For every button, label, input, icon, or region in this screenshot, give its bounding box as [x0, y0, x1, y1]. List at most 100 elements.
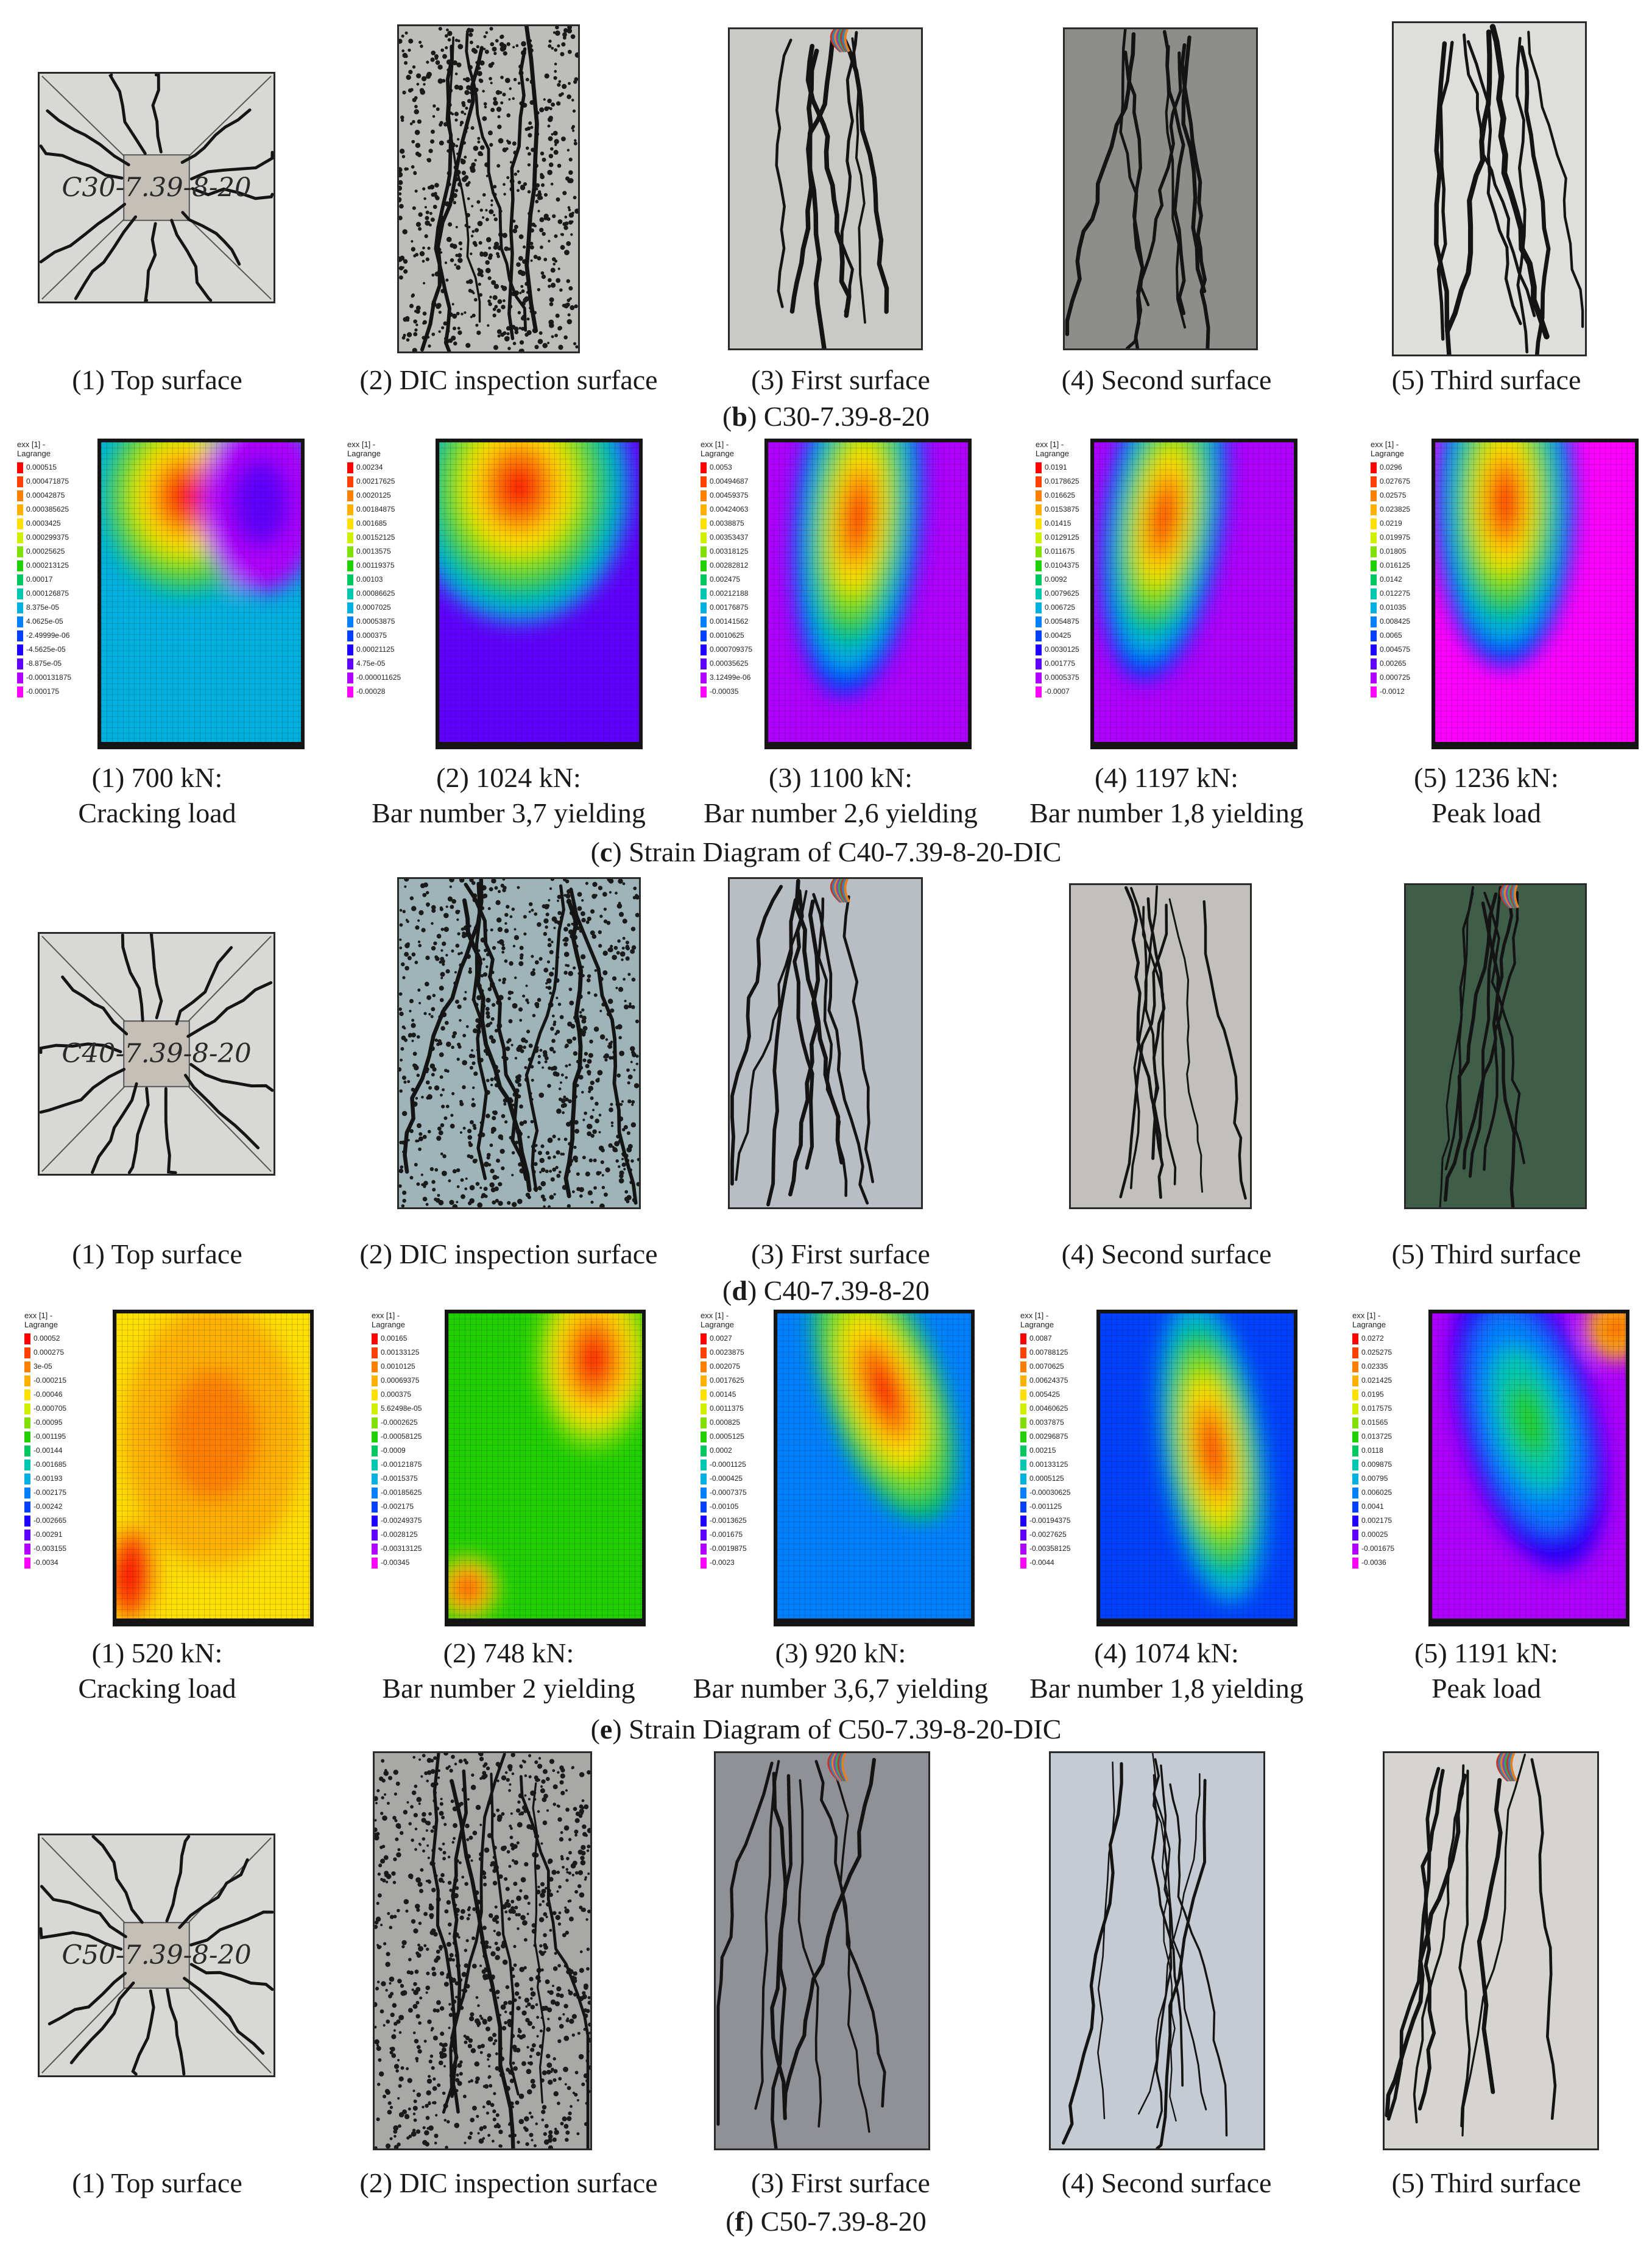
legend-subtitle: Lagrange: [372, 1320, 405, 1329]
legend-entry: -0.000705: [24, 1402, 128, 1416]
legend-title: exx [1] -: [701, 1311, 729, 1320]
legend-entry: 0.00795: [1352, 1472, 1456, 1486]
row_b-top-surface-photo: C30-7.39-8-20: [38, 72, 275, 303]
legend-swatch: [1371, 644, 1377, 655]
legend-value: -0.0034: [34, 1558, 58, 1567]
legend-value: 0.0129125: [1045, 533, 1079, 542]
legend-entry: 0.013725: [1352, 1430, 1456, 1444]
legend-swatch: [701, 1333, 707, 1344]
legend-entry: 3e-05: [24, 1360, 128, 1374]
caption-letter: e: [599, 1714, 613, 1745]
legend-entry: -0.00035: [701, 685, 804, 699]
legend-entry: -0.0034: [24, 1556, 128, 1570]
legend-value: 0.017575: [1361, 1404, 1393, 1413]
legend-value: -0.000425: [710, 1474, 743, 1483]
legend-entry: -0.0013625: [701, 1514, 804, 1528]
legend-entry: -0.00313125: [372, 1542, 475, 1556]
legend-entry: -0.001125: [1020, 1500, 1124, 1514]
legend-swatch: [347, 546, 353, 557]
legend-swatch: [372, 1474, 378, 1484]
legend-swatch: [347, 462, 353, 473]
load-value: (2) 748 kN:: [443, 1637, 574, 1668]
legend-value: 0.012275: [1380, 589, 1411, 598]
legend-swatch: [1352, 1375, 1358, 1386]
legend-value: 0.023825: [1380, 505, 1411, 514]
legend-swatch: [1371, 560, 1377, 571]
legend-swatch: [1020, 1375, 1026, 1386]
legend-entry: 0.027675: [1371, 475, 1474, 489]
row_f-label-5: (5) Third surface: [1391, 2167, 1581, 2198]
legend-swatch: [1020, 1403, 1026, 1414]
legend-entry: 0.00103: [347, 573, 451, 587]
legend-swatch: [24, 1488, 30, 1498]
legend-value: 0.00025625: [26, 547, 65, 556]
legend-value: 0.000375: [356, 631, 387, 640]
legend-entry: -0.0036: [1352, 1556, 1456, 1570]
legend-entry: 0.0030125: [1036, 643, 1139, 657]
legend-entry: 0.00133125: [1020, 1458, 1124, 1472]
legend-swatch: [1352, 1417, 1358, 1428]
legend-swatch: [372, 1361, 378, 1372]
legend-swatch: [24, 1474, 30, 1484]
legend-value: 0.00217625: [356, 477, 395, 485]
legend-swatch: [372, 1460, 378, 1470]
load-state: Bar number 2,6 yielding: [704, 797, 978, 828]
legend-value: -0.00046: [34, 1390, 63, 1399]
legend-entry: 0.00141562: [701, 615, 804, 629]
legend-value: 0.0005125: [710, 1432, 744, 1441]
legend-value: 0.02335: [1361, 1362, 1388, 1371]
legend-value: 0.00296875: [1029, 1432, 1068, 1441]
legend-value: -8.875e-05: [26, 659, 62, 668]
legend-value: 0.0053: [710, 463, 732, 471]
legend-value: -0.000011625: [356, 673, 401, 682]
legend-swatch: [17, 504, 23, 515]
row_f-label-2: (2) DIC inspection surface: [359, 2167, 658, 2198]
row_d-caption: (d) C40-7.39-8-20: [722, 1275, 930, 1306]
legend-value: 0.0030125: [1045, 645, 1079, 654]
legend-swatch: [701, 1544, 707, 1555]
legend-value: 0.00086625: [356, 589, 395, 598]
legend-entry: 0.0013575: [347, 545, 451, 559]
legend-entry: 0.009875: [1352, 1458, 1456, 1472]
legend-swatch: [24, 1558, 30, 1569]
row_b-first-surface-photo: [728, 27, 923, 350]
legend-subtitle: Lagrange: [1020, 1320, 1054, 1329]
load-value: (1) 700 kN:: [91, 762, 223, 793]
legend-title: exx [1] -: [347, 440, 376, 449]
row_c-strain-map-5: [1431, 439, 1639, 749]
legend-value: -0.00035: [710, 687, 739, 696]
legend-entry: -0.00030625: [1020, 1486, 1124, 1500]
legend-entry: -0.00185625: [372, 1486, 475, 1500]
legend-swatch: [372, 1445, 378, 1456]
legend-entry: -0.002175: [24, 1486, 128, 1500]
row_e-label-5: (5) 1191 kN: Peak load: [1304, 1636, 1652, 1706]
legend-value: 0.00265: [1380, 659, 1407, 668]
row_e-strain-map-4: [1096, 1310, 1297, 1626]
legend-entry: -0.00345: [372, 1556, 475, 1570]
legend-swatch: [372, 1389, 378, 1400]
legend-entry: 0.00296875: [1020, 1430, 1124, 1444]
legend-entry: -0.00095: [24, 1416, 128, 1430]
legend-value: 4.75e-05: [356, 659, 386, 668]
legend-entry: 0.00217625: [347, 475, 451, 489]
row_e-strain-map-5: [1428, 1310, 1629, 1626]
legend-entry: 0.0010625: [701, 629, 804, 643]
legend-value: 0.002475: [710, 575, 741, 584]
legend-entry: 0.00086625: [347, 587, 451, 601]
load-value: (5) 1236 kN:: [1414, 762, 1559, 793]
legend-value: 0.01805: [1380, 547, 1407, 556]
legend-entry: 0.0129125: [1036, 531, 1139, 545]
row_d-top-surface-photo: C40-7.39-8-20: [38, 932, 275, 1176]
legend-swatch: [347, 616, 353, 627]
legend-swatch: [17, 574, 23, 585]
legend-swatch: [372, 1544, 378, 1555]
legend-entry: -0.0001125: [701, 1458, 804, 1472]
row_c-legend-1: exx [1] - Lagrange 0.000515 0.000471875 0.00…: [17, 440, 121, 699]
legend-entry: 0.01565: [1352, 1416, 1456, 1430]
legend-entry: 0.00165: [372, 1332, 475, 1346]
legend-entry: 0.0037875: [1020, 1416, 1124, 1430]
row_e-legend-1: exx [1] - Lagrange 0.00052 0.000275 3e-05 -0.…: [24, 1311, 128, 1570]
legend-value: 0.00035625: [710, 659, 749, 668]
legend-swatch: [17, 518, 23, 529]
row_f-caption: (f) C50-7.39-8-20: [725, 2206, 927, 2237]
